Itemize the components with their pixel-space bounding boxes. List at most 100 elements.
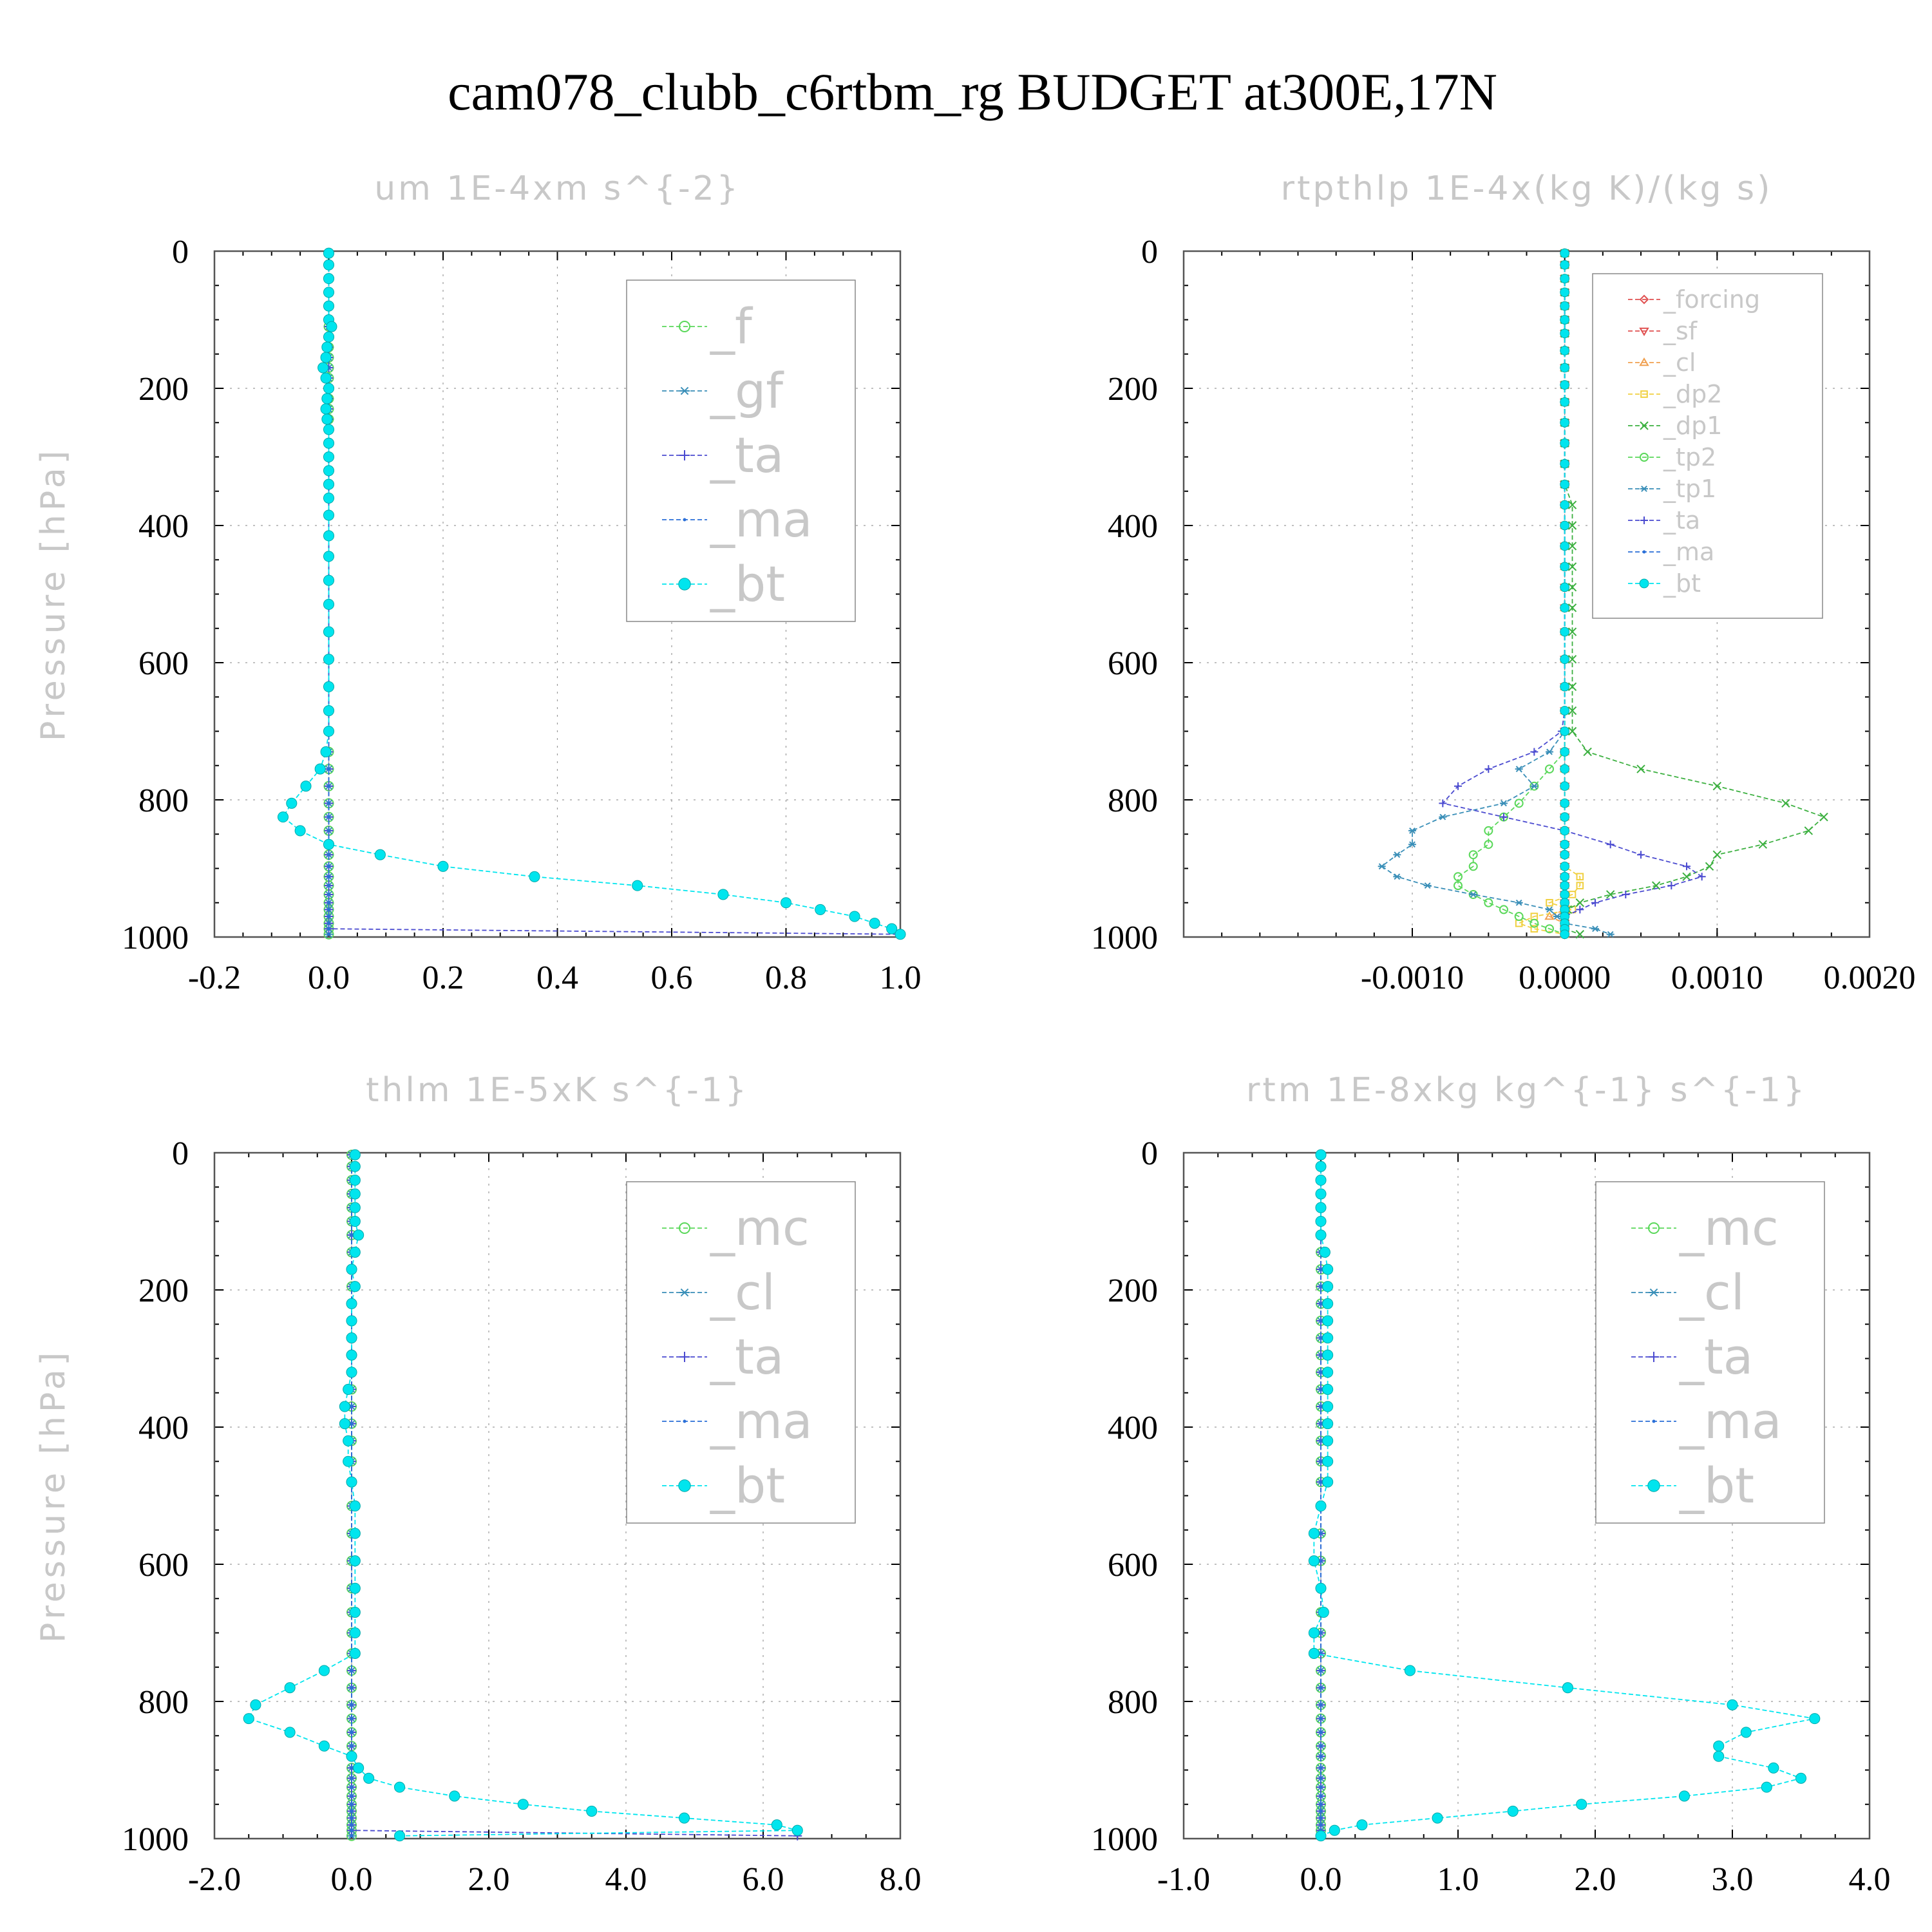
chart-panel-1: um 1E-4xm s^{-2} Pressure [hPa] -0.2 0.0 0.2… — [34, 169, 922, 996]
y-tick-label: 1000 — [1091, 920, 1158, 956]
data-point — [327, 901, 330, 905]
data-point — [1560, 826, 1570, 836]
data-point — [886, 923, 898, 934]
data-point — [771, 1819, 782, 1831]
data-point — [339, 1418, 350, 1430]
data-point — [1484, 898, 1493, 907]
data-point — [339, 1401, 350, 1412]
data-point — [346, 1367, 357, 1378]
data-point — [1319, 1531, 1323, 1535]
data-point — [437, 860, 449, 872]
legend-label: _ma — [1663, 538, 1714, 566]
data-point — [1713, 1750, 1725, 1762]
legend: _mc _cl _ta _ma _bt — [1595, 1181, 1825, 1524]
data-point — [1795, 1772, 1807, 1784]
data-point — [1315, 1500, 1327, 1512]
data-point — [1560, 301, 1570, 311]
x-tick-label: -2.0 — [188, 1861, 241, 1898]
data-point — [321, 341, 333, 353]
data-point — [1432, 1812, 1443, 1824]
data-point — [1606, 931, 1615, 938]
x-tick-label: -1.0 — [1157, 1861, 1210, 1898]
plot-frame — [1182, 1151, 1871, 1840]
data-point — [323, 273, 335, 285]
x-tick-label: -0.0010 — [1361, 960, 1464, 996]
data-point — [323, 509, 335, 521]
x-tick-label: 4.0 — [605, 1861, 647, 1898]
data-point — [1560, 889, 1570, 900]
data-point — [1682, 872, 1691, 881]
data-point — [1560, 781, 1570, 791]
data-point — [1683, 862, 1690, 871]
legend-label: _ta — [710, 1328, 784, 1385]
x-tick-label: 4.0 — [1849, 1861, 1891, 1898]
data-point — [1560, 328, 1570, 339]
legend-item: _ma — [662, 491, 813, 548]
y-tick-label: 400 — [1108, 508, 1158, 545]
y-tick-label: 200 — [138, 1273, 189, 1309]
data-point — [1322, 1281, 1334, 1293]
y-axis-label: Pressure [hPa] — [34, 447, 73, 741]
data-point — [1308, 1528, 1320, 1539]
y-axis-label: Pressure [hPa] — [34, 1349, 73, 1643]
y-tick-label: 1000 — [122, 1821, 189, 1858]
chart-panel-4: rtm 1E-8xkg kg^{-1} s^{-1} Pressure [hPa]… — [34, 1071, 1891, 1898]
data-point — [1712, 781, 1722, 791]
x-tick-label: 0.8 — [765, 960, 807, 996]
data-point — [1605, 890, 1615, 899]
data-point — [323, 705, 335, 717]
legend-label: _gf — [710, 362, 784, 419]
data-point — [1356, 1819, 1368, 1831]
data-point — [1591, 898, 1599, 907]
data-point — [1408, 828, 1416, 834]
data-point — [1515, 899, 1523, 906]
data-point — [349, 1175, 361, 1186]
data-point — [1484, 765, 1493, 773]
legend-label: _sf — [1663, 317, 1698, 345]
data-point — [323, 838, 335, 850]
data-point — [1322, 1264, 1334, 1275]
data-point — [1319, 1387, 1323, 1391]
data-point — [346, 1315, 357, 1327]
legend-item: _sf — [1628, 317, 1698, 345]
y-tick-label: 0 — [1141, 234, 1158, 270]
data-point — [1507, 1805, 1519, 1817]
plot-frame — [213, 250, 902, 938]
data-point — [1567, 542, 1577, 551]
panels-group: um 1E-4xm s^{-2} Pressure [hPa] -0.2 0.0 0.2… — [34, 169, 1916, 1898]
data-point — [1667, 882, 1676, 890]
data-point — [1319, 1353, 1323, 1357]
data-point — [1560, 681, 1570, 692]
data-point — [346, 1476, 357, 1488]
data-point — [350, 1785, 354, 1789]
legend-label: _dp1 — [1663, 412, 1722, 440]
data-point — [320, 372, 332, 384]
y-tick-label: 800 — [138, 1684, 189, 1721]
data-point — [1319, 1744, 1323, 1748]
data-point — [717, 889, 729, 900]
data-point — [1560, 274, 1570, 284]
legend-label: _forcing — [1663, 285, 1760, 314]
data-point — [321, 393, 333, 404]
data-point — [320, 352, 332, 363]
data-point — [350, 1717, 354, 1721]
data-point — [1637, 851, 1645, 859]
data-point — [1560, 260, 1570, 270]
data-point — [1319, 1803, 1323, 1806]
legend-item: _forcing — [1628, 285, 1760, 314]
x-tick-label: 0.2 — [422, 960, 464, 996]
data-point — [895, 929, 906, 940]
series-line — [1457, 253, 1566, 935]
data-point — [1322, 1298, 1334, 1309]
data-point — [277, 811, 289, 823]
data-point — [1758, 840, 1768, 849]
data-point — [1319, 1766, 1323, 1770]
data-point — [1560, 880, 1570, 891]
data-point — [1560, 929, 1570, 940]
data-point — [323, 654, 335, 665]
data-point — [327, 801, 330, 805]
data-point — [1740, 1727, 1752, 1738]
series-dp2 — [1515, 249, 1584, 938]
y-axis-label: Pressure [hPa] — [34, 447, 73, 741]
data-point — [349, 1149, 361, 1160]
